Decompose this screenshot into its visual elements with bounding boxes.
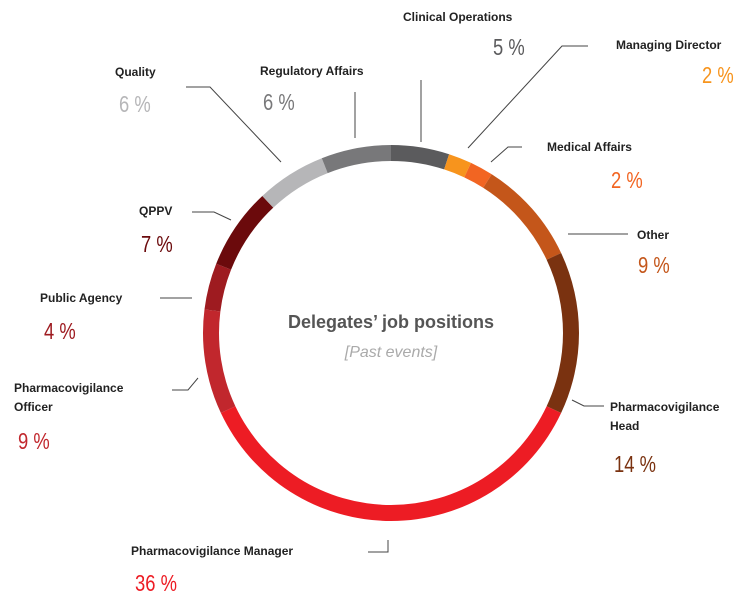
category-label: Pharmacovigilance Officer [14,381,124,414]
donut-segment [216,195,274,270]
leader-line [571,399,604,407]
donut-segment [220,406,562,521]
donut-segment [204,263,232,312]
leader-line [186,86,282,163]
value-label: 2 % [611,167,643,193]
chart-subtitle: [Past events] [344,344,438,361]
donut-segment [464,162,492,188]
category-label: Medical Affairs [547,140,632,154]
value-label: 5 % [493,34,525,60]
donut-segment [444,154,472,178]
category-label: Quality [115,65,156,79]
value-label: 2 % [702,62,734,88]
leader-line [192,211,232,221]
donut-segment [546,252,579,414]
leader-line [172,377,199,391]
donut-segment [483,174,562,260]
value-label: 9 % [18,428,50,454]
category-label: Pharmacovigilance Manager [131,544,294,558]
value-label: 7 % [141,231,173,257]
donut-segment [321,145,391,174]
category-label: Clinical Operations [403,10,513,24]
leader-line [467,45,588,149]
leader-line [490,146,522,163]
category-label: Pharmacovigilance Head [610,400,720,433]
category-label: Other [637,228,670,242]
category-label: Public Agency [40,291,123,305]
value-label: 9 % [638,252,670,278]
leader-line [368,540,389,553]
donut-segment [262,158,328,208]
chart-title: Delegates’ job positions [287,312,495,332]
donut-segment [391,145,450,170]
category-label: QPPV [139,204,173,218]
value-label: 36 % [135,570,177,596]
category-label: Regulatory Affairs [260,64,364,78]
donut-segment [203,309,236,414]
value-label: 6 % [119,91,151,117]
value-label: 6 % [263,89,295,115]
value-label: 4 % [44,318,76,344]
category-label: Managing Director [616,38,722,52]
value-label: 14 % [614,451,656,477]
